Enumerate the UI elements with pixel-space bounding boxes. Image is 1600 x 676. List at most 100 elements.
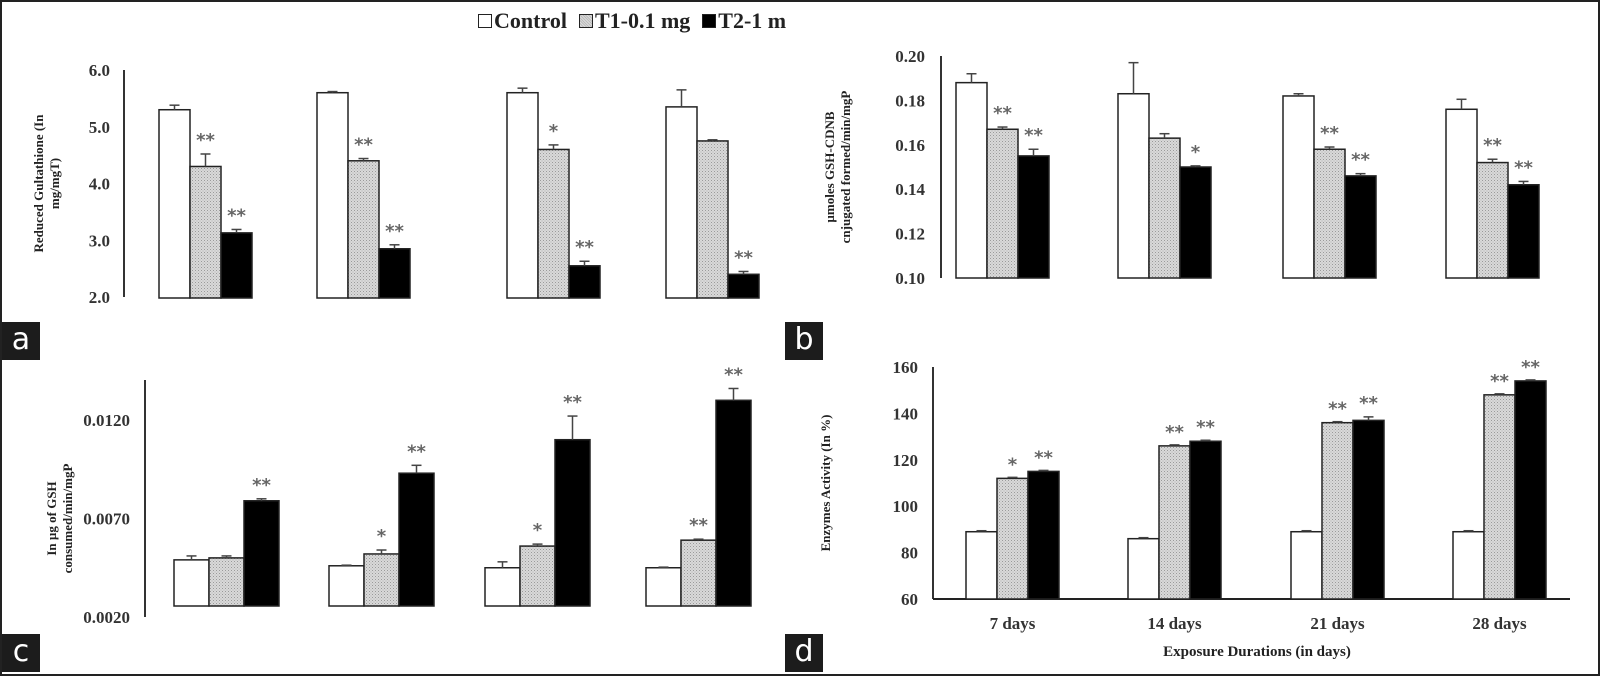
bar-t2 [727, 273, 760, 299]
significance-marker: ** [563, 392, 582, 413]
bar-control [1117, 92, 1150, 279]
y-tick-label: 0.20 [895, 47, 925, 66]
panel-b: 0.20 0.18 0.16 0.14 0.12 0.10 µmoles GSH-CDNBc… [822, 47, 1540, 288]
significance-marker: ** [1034, 447, 1053, 468]
bar-control [1445, 108, 1478, 279]
bar-control [328, 565, 365, 607]
legend-item-t2: T2-1 m [702, 8, 786, 34]
significance-marker: ** [575, 237, 594, 258]
significance-marker: ** [993, 103, 1012, 124]
bar-t1 [1158, 445, 1191, 600]
y-tick-label: 0.12 [895, 225, 925, 244]
y-tick-label: 120 [893, 451, 919, 470]
significance-marker: ** [1165, 422, 1184, 443]
bar-t1 [1476, 161, 1509, 279]
y-axis-label-line1: µmoles GSH-CDNB [822, 111, 837, 222]
bar-control [965, 530, 998, 600]
panel-tag-b: b [785, 322, 823, 360]
bar-t2 [243, 500, 280, 607]
bar-t2 [1344, 175, 1377, 279]
legend-item-t1: T1-0.1 mg [578, 8, 691, 34]
y-tick-label: 0.10 [895, 269, 925, 288]
bar-control [158, 108, 191, 299]
y-tick-label: 2.0 [89, 288, 110, 307]
x-tick-label: 14 days [1147, 614, 1202, 633]
legend-label-control: Control [494, 8, 567, 33]
significance-marker: ** [1521, 357, 1540, 378]
bar-t2 [378, 248, 411, 299]
y-tick-label: 0.16 [895, 136, 925, 155]
bar-t1 [1321, 421, 1354, 600]
bar-t2 [1179, 166, 1212, 279]
significance-marker: ** [1320, 123, 1339, 144]
legend-label-t2: T2-1 m [718, 8, 787, 33]
significance-marker: ** [1490, 371, 1509, 392]
bar-t2 [398, 472, 435, 607]
x-axis-label: Exposure Durations (in days) [1163, 644, 1351, 660]
bar-t2 [1514, 380, 1547, 600]
significance-marker: ** [1359, 393, 1378, 414]
significance-marker: * [549, 121, 559, 142]
bar-t1 [537, 148, 570, 299]
bar-control [316, 91, 349, 299]
bar-t1 [519, 545, 556, 607]
bar-t2 [1352, 419, 1385, 600]
y-axis-label-line1: Reduced Gultathione (In [31, 114, 46, 253]
bar-t2 [568, 265, 601, 299]
panel-c: 0.0120 0.0070 0.0020 In µg of GSHconsumed/m… [44, 364, 752, 627]
y-tick-label: 0.14 [895, 180, 925, 199]
bar-t1 [986, 128, 1019, 279]
bar-t1 [1483, 394, 1516, 600]
significance-marker: * [377, 526, 387, 547]
significance-marker: ** [1196, 417, 1215, 438]
bar-t1 [1313, 148, 1346, 279]
bar-t1 [1148, 137, 1181, 279]
legend-swatch-control [478, 14, 492, 28]
y-tick-label: 60 [901, 590, 918, 609]
significance-marker: * [1008, 454, 1018, 475]
y-tick-label: 3.0 [89, 231, 110, 250]
panel-tag-d: d [785, 634, 823, 672]
bar-control [1290, 530, 1323, 600]
y-tick-label: 0.0070 [83, 510, 130, 529]
y-tick-label: 6.0 [89, 61, 110, 80]
bar-control [955, 81, 988, 279]
bar-control [645, 567, 682, 607]
bar-control [1282, 95, 1315, 279]
bar-t1 [363, 553, 400, 607]
significance-marker: ** [1351, 150, 1370, 171]
bar-t2 [1507, 184, 1540, 279]
significance-marker: ** [252, 475, 271, 496]
bar-control [1127, 537, 1160, 600]
significance-marker: ** [227, 205, 246, 226]
y-axis-label: In µg of GSHconsumed/min/mgP [44, 464, 75, 574]
bar-t2 [554, 438, 591, 607]
bar-t2 [1189, 440, 1222, 600]
bar-control [665, 106, 698, 299]
y-axis-label-line1: In µg of GSH [44, 481, 59, 555]
significance-marker: ** [196, 130, 215, 151]
x-tick-label: 7 days [990, 614, 1036, 633]
legend-label-t1: T1-0.1 mg [594, 8, 691, 33]
significance-marker: ** [354, 135, 373, 156]
legend-swatch-t2 [702, 14, 717, 28]
y-axis-label-line2: consumed/min/mgP [60, 464, 75, 574]
significance-marker: ** [689, 515, 708, 536]
y-tick-label: 0.0120 [83, 411, 130, 430]
y-tick-label: 0.0020 [83, 608, 130, 627]
bar-control [173, 559, 210, 607]
y-tick-label: 5.0 [89, 118, 110, 137]
panel-d: 160 140 120 100 80 60 Enzymes Activity (In %) *… [818, 357, 1570, 660]
bar-t2 [715, 399, 752, 607]
bar-control [484, 567, 521, 607]
panel-tag-a: a [2, 322, 40, 360]
significance-marker: ** [734, 247, 753, 268]
significance-marker: ** [724, 364, 743, 385]
bar-t1 [189, 165, 222, 299]
significance-marker: ** [407, 441, 426, 462]
significance-marker: ** [1328, 399, 1347, 420]
significance-marker: ** [1024, 125, 1043, 146]
bar-control [1452, 530, 1485, 600]
y-tick-label: 160 [893, 358, 919, 377]
